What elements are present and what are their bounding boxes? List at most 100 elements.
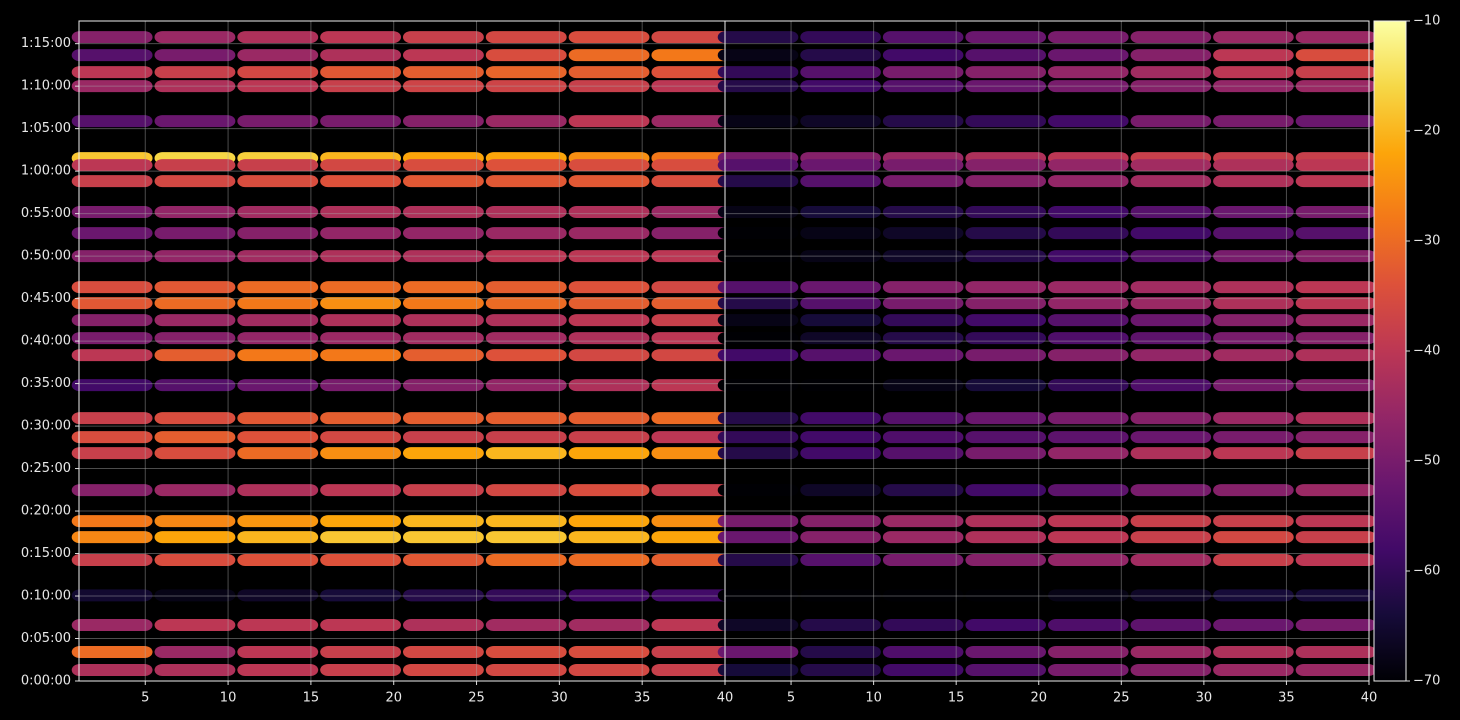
heat-cell <box>651 66 733 79</box>
heat-cell <box>1048 619 1129 632</box>
heat-cell <box>1048 31 1129 44</box>
heat-cell <box>965 349 1046 362</box>
heat-cell <box>71 412 153 425</box>
heat-cell <box>568 80 650 93</box>
heat-cell <box>1130 66 1212 79</box>
heat-cell <box>154 332 236 345</box>
heat-cell <box>237 314 319 327</box>
heat-cell <box>485 619 567 632</box>
heat-cell <box>1048 589 1129 602</box>
heat-cell <box>485 80 567 93</box>
heat-cell <box>237 412 319 425</box>
heat-cell <box>237 115 319 128</box>
heat-cell <box>320 619 401 632</box>
x-tick-label: 15 <box>948 691 965 706</box>
heat-cell <box>1213 645 1294 658</box>
heat-cell <box>320 515 401 528</box>
heat-cell <box>237 175 319 188</box>
heat-cell <box>485 589 567 602</box>
heat-cell <box>800 515 881 528</box>
colorbar-tick-label: −50 <box>1413 454 1440 469</box>
heat-cell <box>568 332 650 345</box>
y-tick-label: 0:55:00 <box>21 206 71 221</box>
heat-cell <box>717 515 799 528</box>
heat-cell <box>1213 314 1294 327</box>
heat-cell <box>717 379 799 392</box>
heat-cell <box>403 663 484 676</box>
heat-cell <box>71 484 153 497</box>
heat-cell <box>800 431 881 444</box>
heat-cell <box>1048 206 1129 219</box>
heat-cell <box>882 531 964 544</box>
heat-cell <box>965 484 1046 497</box>
heat-cell <box>882 379 964 392</box>
heat-cell <box>1048 175 1129 188</box>
heat-cell <box>1130 589 1212 602</box>
heat-cell <box>237 589 319 602</box>
y-tick-label: 0:30:00 <box>21 419 71 434</box>
heat-cell <box>1213 619 1294 632</box>
heat-cell <box>568 619 650 632</box>
heat-cell <box>651 314 733 327</box>
heat-cell <box>568 349 650 362</box>
heat-cell <box>403 250 484 263</box>
heat-cell <box>651 589 733 602</box>
heat-cell <box>154 447 236 460</box>
heat-cell <box>800 589 881 602</box>
heat-cell <box>717 554 799 567</box>
heat-cell <box>1295 349 1377 362</box>
heat-cell <box>568 314 650 327</box>
heat-cell <box>1295 379 1377 392</box>
heat-cell <box>237 431 319 444</box>
heat-cell <box>1295 484 1377 497</box>
heat-cell <box>882 227 964 240</box>
heat-cell <box>717 332 799 345</box>
heat-cell <box>651 175 733 188</box>
heat-cell <box>1213 431 1294 444</box>
x-tick-label: 40 <box>1361 691 1378 706</box>
heat-cell <box>1213 250 1294 263</box>
heat-cell <box>651 619 733 632</box>
heat-cell <box>965 447 1046 460</box>
heat-cell <box>651 281 733 294</box>
heat-cell <box>1048 66 1129 79</box>
heat-cell <box>485 515 567 528</box>
heat-cell <box>154 412 236 425</box>
heat-cell <box>1048 412 1129 425</box>
heat-cell <box>1048 431 1129 444</box>
heat-cell <box>1295 159 1377 172</box>
heat-cell <box>965 250 1046 263</box>
heat-cell <box>71 31 153 44</box>
heat-cell <box>965 297 1046 310</box>
heat-cell <box>882 115 964 128</box>
heat-cell <box>403 66 484 79</box>
heat-cell <box>71 554 153 567</box>
x-tick-label: 10 <box>220 691 237 706</box>
y-tick-label: 0:45:00 <box>21 291 71 306</box>
heat-cell <box>71 589 153 602</box>
heat-cell <box>403 554 484 567</box>
heat-cell <box>651 31 733 44</box>
y-tick-label: 1:05:00 <box>21 121 71 136</box>
y-tick-label: 0:35:00 <box>21 376 71 391</box>
heat-cell <box>237 645 319 658</box>
heat-cell <box>1130 250 1212 263</box>
heat-cell <box>320 159 401 172</box>
heat-cell <box>1130 663 1212 676</box>
heat-cell <box>1213 589 1294 602</box>
colorbar <box>1373 20 1407 682</box>
heat-cell <box>882 589 964 602</box>
heat-cell <box>1213 379 1294 392</box>
heat-cell <box>1048 447 1129 460</box>
heat-cell <box>1048 645 1129 658</box>
heat-cell <box>651 531 733 544</box>
heat-cell <box>1295 619 1377 632</box>
heat-cell <box>800 66 881 79</box>
heat-cell <box>485 314 567 327</box>
heat-cell <box>403 49 484 62</box>
heat-cell <box>800 447 881 460</box>
heat-cell <box>154 663 236 676</box>
heat-cell <box>320 332 401 345</box>
heat-cell <box>71 349 153 362</box>
